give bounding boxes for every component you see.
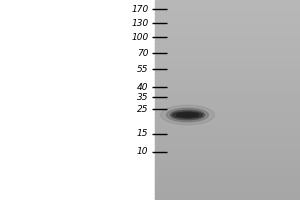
Ellipse shape [167,108,208,122]
Bar [154,103,300,108]
Bar [154,3,300,8]
Bar [154,57,300,61]
Bar [154,100,300,104]
Bar [154,153,300,158]
Bar [154,63,300,68]
Ellipse shape [160,105,214,125]
Bar [154,167,300,171]
Bar [154,20,300,24]
Bar [154,60,300,64]
Text: 25: 25 [137,105,148,114]
Bar [154,87,300,91]
Bar [154,0,300,4]
Ellipse shape [176,113,199,117]
Bar [154,197,300,200]
Bar [154,13,300,18]
Bar [154,113,300,118]
Bar [154,137,300,141]
Text: 130: 130 [131,19,148,27]
Text: 35: 35 [137,92,148,102]
Bar [154,97,300,101]
Bar [154,110,300,114]
Text: 40: 40 [137,82,148,92]
Bar [154,43,300,48]
Bar [154,33,300,38]
Bar [154,147,300,151]
Bar [154,50,300,54]
Bar [154,177,300,181]
Bar [154,133,300,138]
Bar [154,143,300,148]
Ellipse shape [172,112,203,118]
Bar [154,90,300,94]
Bar [154,183,300,188]
Bar [154,80,300,84]
Text: 15: 15 [137,130,148,138]
Ellipse shape [170,110,205,120]
Bar [154,47,300,51]
Bar [154,17,300,21]
Bar [154,93,300,98]
Bar [154,120,300,124]
Bar [154,190,300,194]
Text: 55: 55 [137,64,148,73]
Bar [154,187,300,191]
Bar [154,107,300,111]
Bar [154,7,300,11]
Text: 100: 100 [131,32,148,42]
Bar [154,123,300,128]
Bar [154,160,300,164]
Bar [154,40,300,44]
Bar [154,10,300,14]
Bar [154,117,300,121]
Bar [154,130,300,134]
Bar [154,27,300,31]
Bar [154,150,300,154]
Bar [154,23,300,28]
Bar [154,127,300,131]
Bar [154,73,300,78]
Bar [154,140,300,144]
Text: 170: 170 [131,4,148,14]
Bar [154,77,300,81]
Bar [154,83,300,88]
Bar [154,30,300,34]
Bar [154,163,300,168]
Text: 10: 10 [137,148,148,156]
Bar [154,180,300,184]
Text: 70: 70 [137,48,148,58]
Bar [154,67,300,71]
Bar [154,157,300,161]
Bar [154,173,300,178]
Bar [154,53,300,58]
Bar [154,170,300,174]
Bar [154,37,300,41]
Bar [154,193,300,198]
Ellipse shape [180,114,195,116]
Bar [154,70,300,74]
